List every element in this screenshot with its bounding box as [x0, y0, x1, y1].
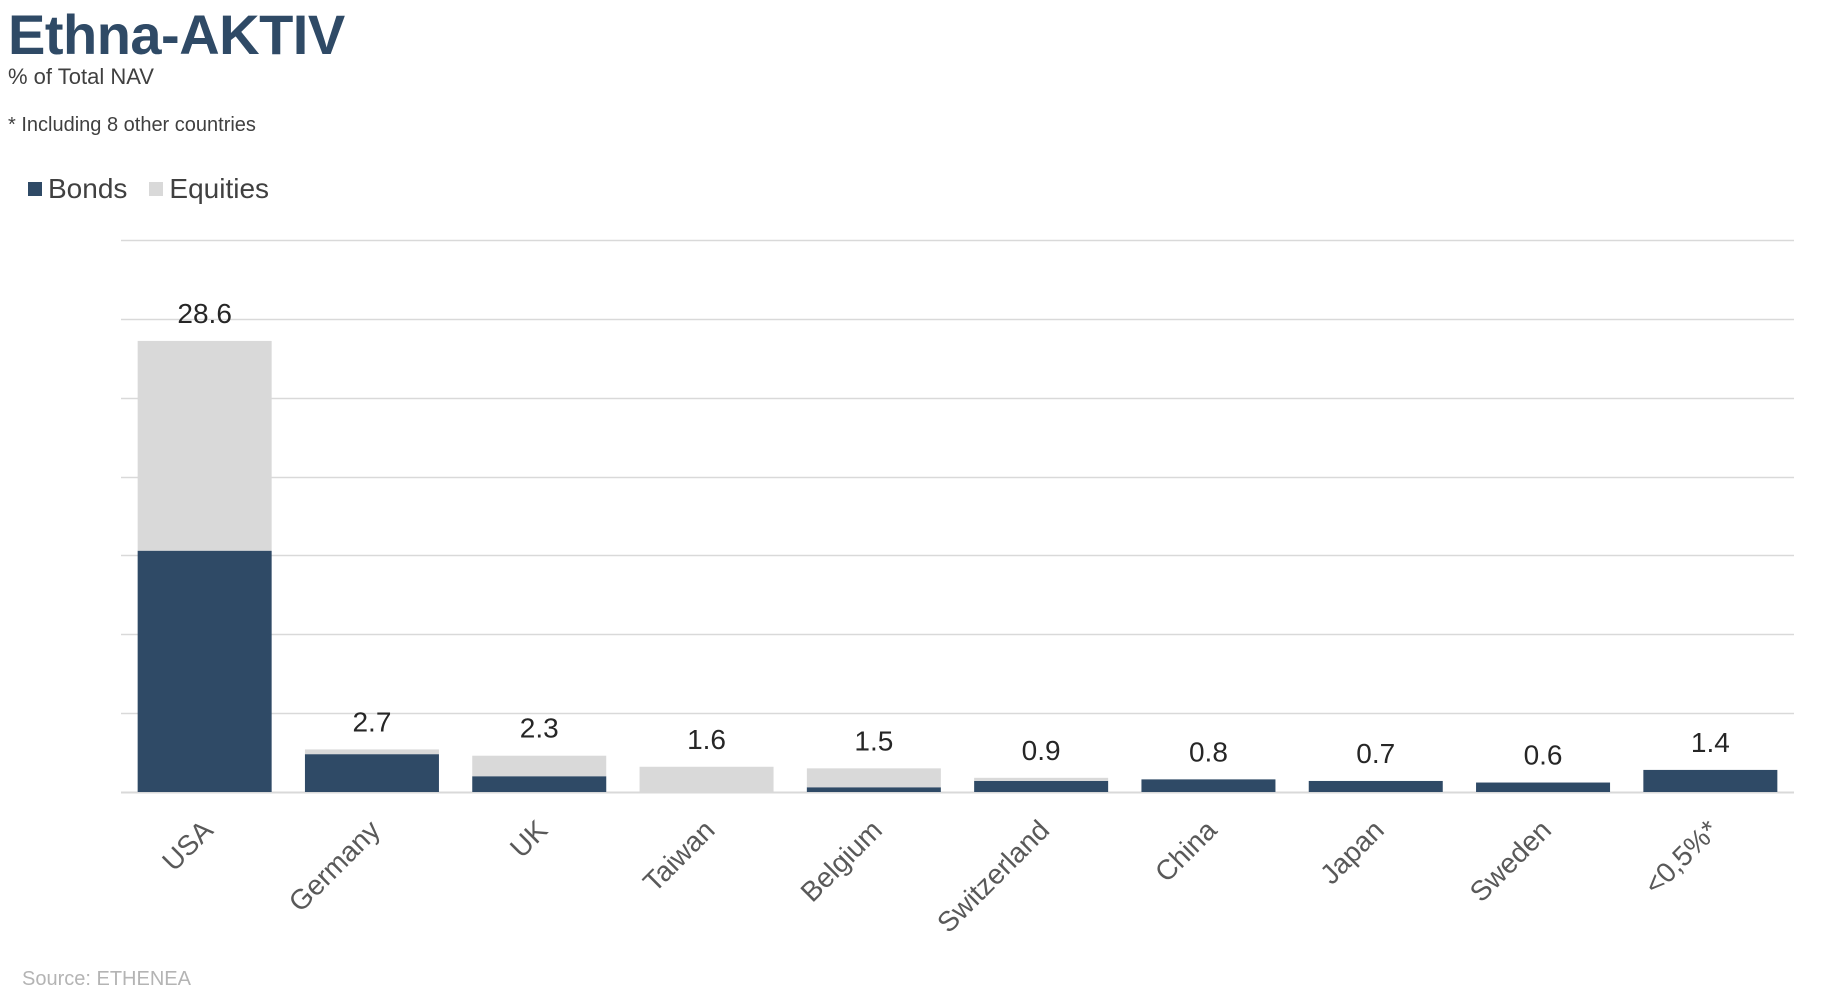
source-note: Source: ETHENEA [22, 968, 191, 990]
legend-item-equities: Equities [149, 173, 269, 205]
bar-bonds [1141, 779, 1276, 792]
data-label: 0.8 [1189, 736, 1228, 767]
bar-equities [974, 777, 1109, 781]
x-tick-label: USA [156, 814, 219, 877]
legend-swatch-bonds [28, 182, 42, 196]
bar-bonds [304, 754, 439, 792]
bar-bonds [806, 787, 941, 792]
bar-equities [806, 768, 941, 788]
bar-bonds [137, 550, 272, 792]
bar-equities [472, 755, 607, 777]
data-label: 0.9 [1022, 735, 1061, 766]
x-tick-label: <0,5%* [1638, 814, 1724, 900]
data-label: 2.7 [352, 706, 391, 737]
x-tick-label: Switzerland [931, 814, 1055, 938]
legend-item-bonds: Bonds [28, 173, 127, 205]
data-label: 1.4 [1691, 727, 1730, 758]
data-label: 0.7 [1356, 738, 1395, 769]
legend-label-equities: Equities [169, 173, 270, 204]
footnote: * Including 8 other countries [8, 114, 256, 136]
bar-equities [137, 340, 272, 551]
x-tick-label: Belgium [795, 814, 888, 907]
data-label: 28.6 [177, 298, 232, 329]
bar-bonds [472, 776, 607, 792]
bar-bonds [1643, 769, 1778, 792]
chart-title: Ethna-AKTIV [8, 3, 345, 66]
x-tick-label: Germany [283, 814, 386, 917]
bar-equities [304, 749, 439, 755]
x-tick-label: Japan [1314, 814, 1390, 890]
bar-bonds [974, 780, 1109, 792]
data-label: 2.3 [520, 713, 559, 744]
bar-bonds [1476, 782, 1611, 792]
data-label: 1.6 [687, 724, 726, 755]
x-tick-label: Sweden [1464, 814, 1557, 907]
x-tick-label: UK [504, 814, 554, 864]
legend-label-bonds: Bonds [48, 173, 128, 204]
chart-legend: Bonds Equities [28, 173, 291, 205]
x-tick-label: Taiwan [637, 814, 721, 898]
x-tick-label: China [1149, 814, 1223, 888]
legend-swatch-equities [149, 182, 164, 196]
data-label: 1.5 [854, 725, 893, 756]
bar-equities [639, 766, 774, 792]
chart-subtitle: % of Total NAV [8, 64, 154, 89]
bar-bonds [1308, 780, 1443, 792]
data-label: 0.6 [1524, 740, 1563, 771]
